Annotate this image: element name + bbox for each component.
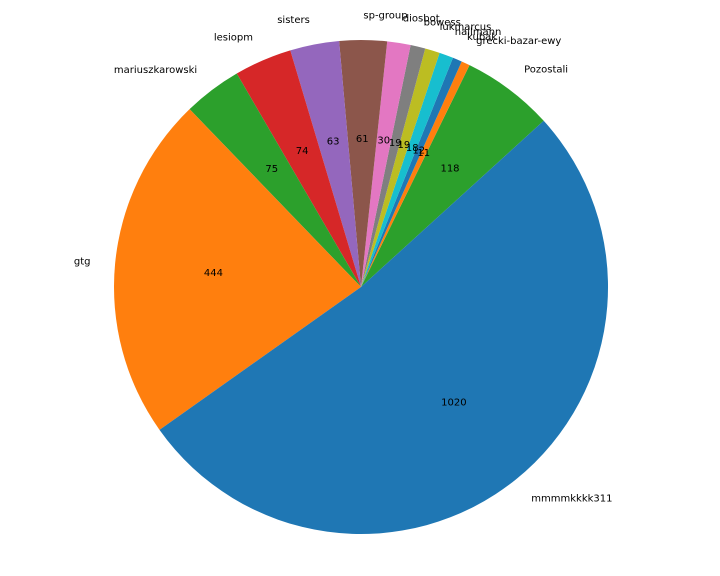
pie-slice-mariuszkarowski (189, 73, 361, 287)
value-label-mmmmkkkk311: 1020 (441, 398, 466, 409)
category-label-sp-group: sp-group (363, 10, 407, 21)
pie-slice-bowess (361, 45, 426, 287)
pie-slice-grecki-bazar-ewy (361, 61, 470, 288)
value-label-lukmarcus: 19 (398, 140, 411, 151)
pie-slice-pozostali (361, 65, 544, 287)
value-label-kubak: 12 (412, 146, 425, 157)
value-label-lesiopm: 74 (296, 146, 309, 157)
pie-slice-sisters (290, 40, 361, 287)
pie-slice-gtg (114, 109, 362, 430)
category-label-sisters: sisters (277, 15, 310, 26)
pie-slice-mmmmkkkk311 (159, 120, 609, 535)
category-label-hallmann: hallmann (455, 27, 502, 38)
value-label-gtg: 444 (204, 268, 223, 279)
value-label-sisters: 63 (327, 137, 340, 148)
pie-slice-hallmann (361, 52, 453, 288)
pie-slice-diosbot (361, 41, 411, 287)
category-label-lukmarcus: lukmarcus (440, 22, 492, 33)
value-label-diosbot: 30 (377, 136, 390, 147)
pie-slice-lukmarcus (361, 48, 440, 287)
category-label-pozostali: Pozostali (524, 65, 568, 76)
category-label-mariuszkarowski: mariuszkarowski (114, 65, 197, 76)
pie-slices (114, 39, 609, 535)
value-label-grecki-bazar-ewy: 11 (417, 148, 430, 159)
value-label-bowess: 19 (389, 138, 402, 149)
category-label-gtg: gtg (74, 257, 91, 268)
value-label-sp-group: 61 (356, 134, 369, 145)
value-label-hallmann: 18 (406, 143, 419, 154)
category-label-kubak: kubak (467, 32, 497, 43)
pie-slice-sp-group (339, 39, 388, 288)
value-label-pozostali: 118 (440, 164, 459, 175)
category-label-diosbot: diosbot (403, 14, 440, 25)
category-label-bowess: bowess (424, 18, 461, 29)
pie-slice-lesiopm (236, 50, 361, 288)
category-label-mmmmkkkk311: mmmmkkkk311 (531, 494, 612, 505)
pie-slice-kubak (361, 57, 462, 287)
category-label-grecki-bazar-ewy: grecki-bazar-ewy (476, 36, 561, 47)
pie-category-labels: Pozostali grecki-bazar-ewykubakhallmannlu… (74, 10, 613, 504)
category-label-lesiopm: lesiopm (214, 33, 253, 44)
value-label-mariuszkarowski: 75 (265, 164, 278, 175)
